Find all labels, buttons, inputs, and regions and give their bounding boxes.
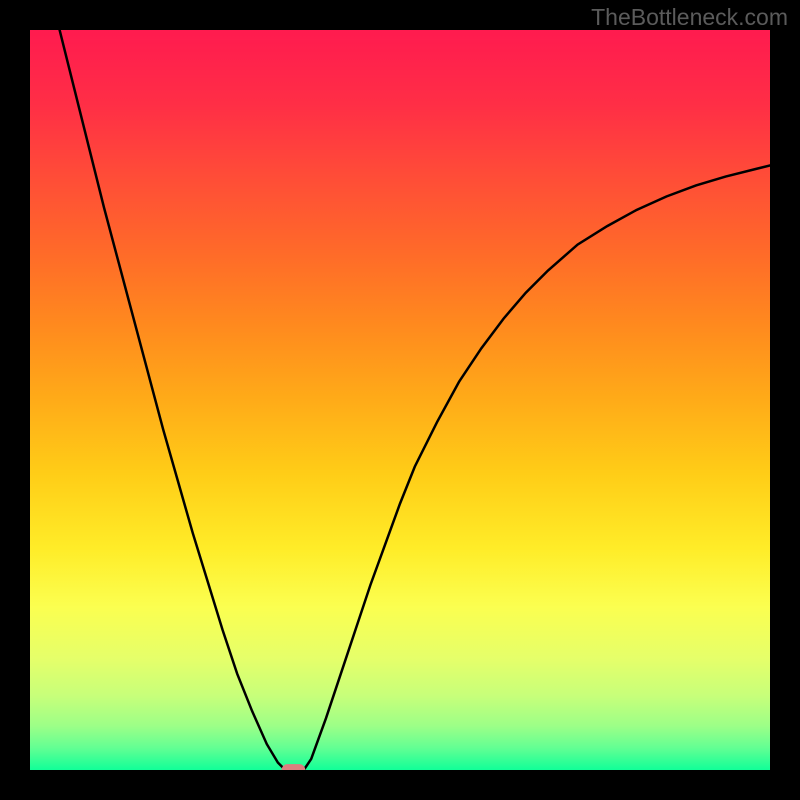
minimum-marker xyxy=(282,764,306,770)
bottleneck-curve-chart xyxy=(30,30,770,770)
watermark-text: TheBottleneck.com xyxy=(591,4,788,31)
plot-background xyxy=(30,30,770,770)
